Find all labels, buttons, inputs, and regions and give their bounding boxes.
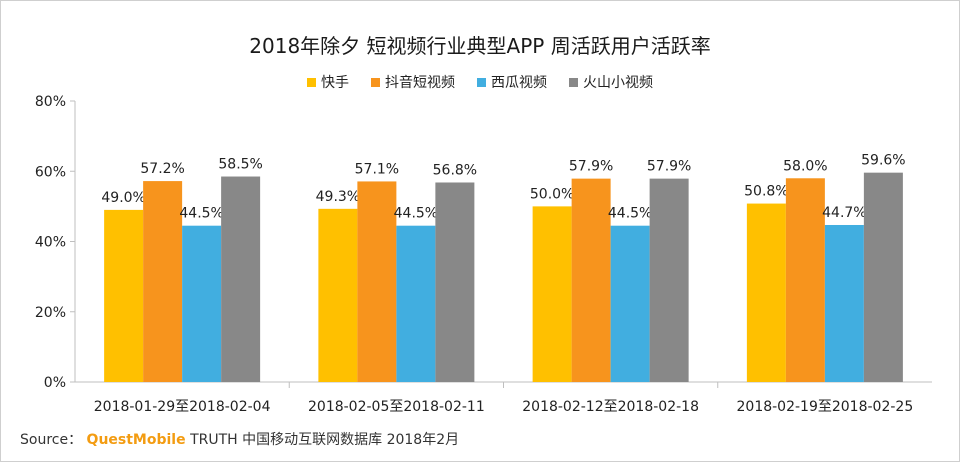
data-label: 57.9% [647,159,691,175]
y-tick-label: 0% [44,375,66,391]
legend-swatch [477,77,486,87]
x-tick-label: 2018-02-05至2018-02-11 [308,399,485,415]
legend-swatch [569,77,578,87]
data-label: 44.5% [608,206,652,222]
source-prefix: Source： [20,432,83,448]
bar [785,178,825,382]
x-tick-label: 2018-01-29至2018-02-04 [94,399,271,415]
legend-swatch [371,77,380,87]
legend-label: 火山小视频 [583,75,653,91]
legend-swatch [307,77,316,87]
bar [863,172,903,382]
source-note: Source： QuestMobile TRUTH 中国移动互联网数据库 201… [20,429,459,449]
y-tick-label: 40% [35,235,66,251]
x-tick-label: 2018-02-19至2018-02-25 [737,399,914,415]
legend-label: 抖音短视频 [385,75,455,91]
data-label: 57.2% [140,161,184,177]
chart-title: 2018年除夕 短视频行业典型APP 周活跃用户活跃率 [249,34,711,58]
y-tick-label: 60% [35,164,66,180]
data-label: 56.8% [433,162,477,178]
bar [610,225,650,382]
data-label: 57.1% [355,161,399,177]
source-brand: QuestMobile [86,432,186,448]
bar [221,176,261,382]
data-label: 58.5% [218,157,262,173]
bar [318,208,358,382]
data-label: 44.7% [822,205,866,221]
data-label: 49.0% [101,190,145,206]
bar [143,181,183,382]
x-tick-label: 2018-02-12至2018-02-18 [522,399,699,415]
legend-item: 西瓜视频 [477,72,547,92]
bar [571,178,611,382]
bar [435,182,475,382]
legend-label: 快手 [321,75,349,91]
data-label: 49.3% [316,189,360,205]
bar [104,209,144,382]
data-label: 59.6% [861,153,905,169]
legend-item: 快手 [307,72,349,92]
data-label: 44.5% [394,206,438,222]
data-label: 58.0% [783,158,827,174]
y-tick-label: 80% [35,94,66,110]
bar [532,206,572,382]
source-suffix: TRUTH 中国移动互联网数据库 2018年2月 [190,432,460,448]
bar [824,224,864,382]
bar [649,178,689,382]
data-label: 57.9% [569,159,613,175]
bar [746,203,786,382]
data-label: 50.0% [530,186,574,202]
legend-label: 西瓜视频 [491,75,547,91]
legend-item: 抖音短视频 [371,72,455,92]
chart-legend: 快手 抖音短视频 西瓜视频 火山小视频 [0,72,960,92]
bar [182,225,222,382]
bar [357,181,397,382]
legend-item: 火山小视频 [569,72,653,92]
y-tick-label: 20% [35,305,66,321]
data-label: 50.8% [744,184,788,200]
bar [396,225,436,382]
data-label: 44.5% [179,206,223,222]
